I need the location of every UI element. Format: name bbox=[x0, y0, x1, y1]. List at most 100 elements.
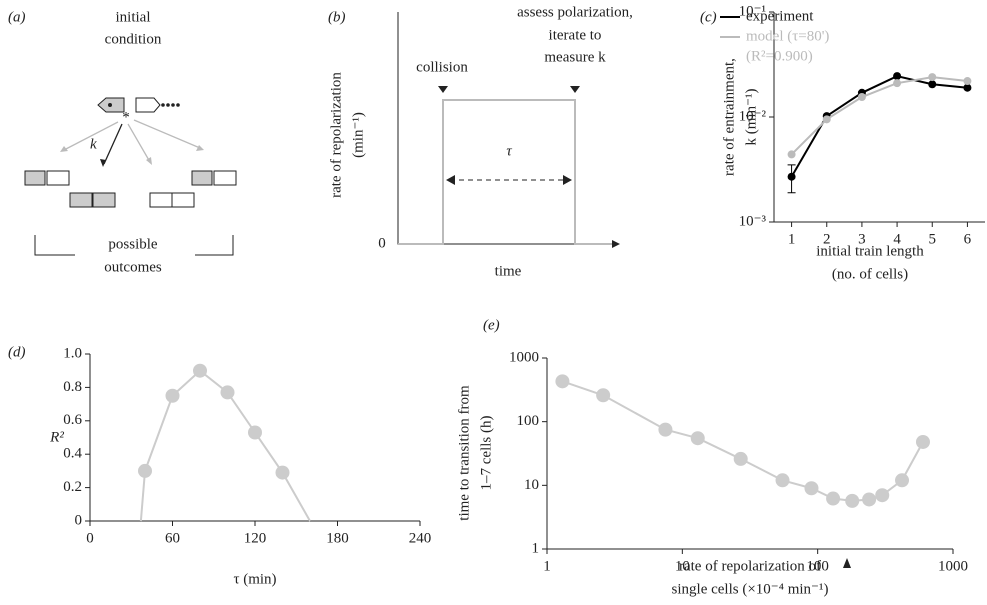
y-axis-label: (min⁻¹) bbox=[350, 112, 366, 158]
data-point bbox=[733, 451, 748, 466]
event-label: iterate to bbox=[549, 27, 602, 43]
data-point bbox=[555, 374, 570, 389]
data-point bbox=[915, 434, 930, 449]
x-tick-label: 3 bbox=[858, 231, 866, 247]
panel-label: (b) bbox=[328, 9, 346, 25]
x-tick-label: 60 bbox=[165, 530, 180, 546]
y-tick-label: 0.8 bbox=[63, 379, 82, 395]
x-tick-label: 100 bbox=[806, 558, 829, 574]
data-point bbox=[928, 80, 937, 89]
data-point bbox=[875, 488, 890, 503]
x-tick-label: 4 bbox=[893, 231, 901, 247]
diagram-title: initial bbox=[116, 9, 151, 25]
data-point bbox=[893, 79, 902, 88]
data-point bbox=[862, 492, 877, 507]
x-axis-label: single cells (×10⁻⁴ min⁻¹) bbox=[672, 581, 829, 597]
data-point bbox=[895, 473, 910, 488]
data-point bbox=[138, 463, 152, 478]
x-axis-label: (no. of cells) bbox=[832, 266, 908, 282]
outcome-label: outcomes bbox=[104, 259, 162, 275]
y-tick-label: 100 bbox=[517, 413, 540, 429]
data-point bbox=[822, 115, 831, 124]
y-axis-label: 1–7 cells (h) bbox=[478, 416, 494, 491]
event-label: measure k bbox=[544, 49, 606, 65]
data-point bbox=[804, 481, 819, 496]
duration-label: τ bbox=[506, 143, 512, 159]
data-point bbox=[857, 93, 866, 102]
y-tick-label: 10⁻¹ bbox=[739, 3, 766, 19]
y-tick-label: 1 bbox=[532, 540, 540, 556]
x-tick-label: 180 bbox=[326, 530, 349, 546]
data-point bbox=[658, 422, 673, 437]
rate-label: k bbox=[90, 136, 97, 152]
legend-note: (R²=0.900) bbox=[746, 48, 813, 64]
y-tick-label: 10⁻² bbox=[739, 108, 767, 124]
y-tick-label: 1000 bbox=[509, 349, 539, 365]
y-tick-label: 0.4 bbox=[63, 446, 82, 462]
y-tick-label: 0.6 bbox=[63, 412, 82, 428]
y-axis-label: time to transition from bbox=[456, 385, 472, 521]
panel-a: (a) initial condition * k possible outco… bbox=[8, 9, 237, 275]
x-axis-label: rate of repolarization of bbox=[679, 558, 821, 574]
axes bbox=[397, 12, 612, 245]
y-axis-label: k (min⁻¹) bbox=[743, 89, 759, 146]
x-tick-label: 10 bbox=[675, 558, 690, 574]
y-tick-label: 0.2 bbox=[63, 479, 82, 495]
y-axis-label: rate of repolarization bbox=[328, 72, 344, 198]
data-point bbox=[248, 425, 262, 440]
data-point bbox=[963, 77, 972, 86]
data-point bbox=[845, 493, 860, 508]
outcome-label: possible bbox=[108, 236, 158, 252]
legend-label: experiment bbox=[746, 8, 814, 24]
data-point bbox=[775, 473, 790, 488]
data-point bbox=[690, 431, 705, 446]
bracket bbox=[34, 235, 234, 256]
data-point bbox=[165, 388, 180, 403]
panel-label: (a) bbox=[8, 9, 26, 25]
data-point bbox=[193, 363, 207, 378]
panel-label: (e) bbox=[483, 317, 500, 333]
axis-arrow bbox=[612, 240, 620, 248]
initial-cells bbox=[97, 97, 180, 113]
outcome-arrows bbox=[60, 119, 204, 167]
y-tick-label: 0 bbox=[75, 512, 83, 528]
y-tick-label: 0 bbox=[378, 235, 386, 251]
panel-label: (d) bbox=[8, 344, 26, 360]
event-marker bbox=[438, 86, 580, 93]
outcome-cells bbox=[24, 170, 237, 208]
panel-b: (b) collision assess polarization, itera… bbox=[328, 4, 633, 279]
event-label: collision bbox=[416, 59, 468, 75]
x-tick-label: 120 bbox=[244, 530, 267, 546]
data-point bbox=[787, 172, 796, 181]
data-point bbox=[220, 385, 235, 400]
diagram-title: condition bbox=[105, 31, 162, 47]
x-tick-label: 0 bbox=[86, 530, 94, 546]
x-tick-label: 5 bbox=[929, 231, 937, 247]
x-axis-label: τ (min) bbox=[233, 571, 276, 587]
y-tick-label: 10 bbox=[524, 477, 539, 493]
x-axis-label: initial train length bbox=[816, 243, 924, 259]
legend-label: model (τ=80') bbox=[746, 28, 829, 44]
axes bbox=[546, 358, 953, 550]
data-point bbox=[275, 465, 290, 480]
event-label: assess polarization, bbox=[517, 4, 633, 20]
y-tick-label: 10⁻³ bbox=[739, 213, 767, 229]
data-point bbox=[787, 150, 796, 159]
y-tick-label: 1.0 bbox=[63, 345, 82, 361]
x-tick-label: 1 bbox=[543, 558, 551, 574]
data-point bbox=[963, 83, 972, 92]
x-tick-label: 1 bbox=[788, 231, 796, 247]
series-line bbox=[790, 76, 968, 156]
series-line bbox=[790, 75, 968, 178]
collision-mark: * bbox=[122, 109, 130, 125]
series-line bbox=[562, 380, 924, 502]
annotation-arrow bbox=[843, 558, 851, 568]
data-point bbox=[826, 491, 841, 506]
y-axis-label: rate of entrainment, bbox=[721, 58, 737, 176]
panel-label: (c) bbox=[700, 9, 717, 25]
x-tick-label: 240 bbox=[409, 530, 432, 546]
series-line bbox=[139, 369, 311, 522]
pulse bbox=[398, 99, 612, 245]
data-point bbox=[893, 72, 902, 81]
